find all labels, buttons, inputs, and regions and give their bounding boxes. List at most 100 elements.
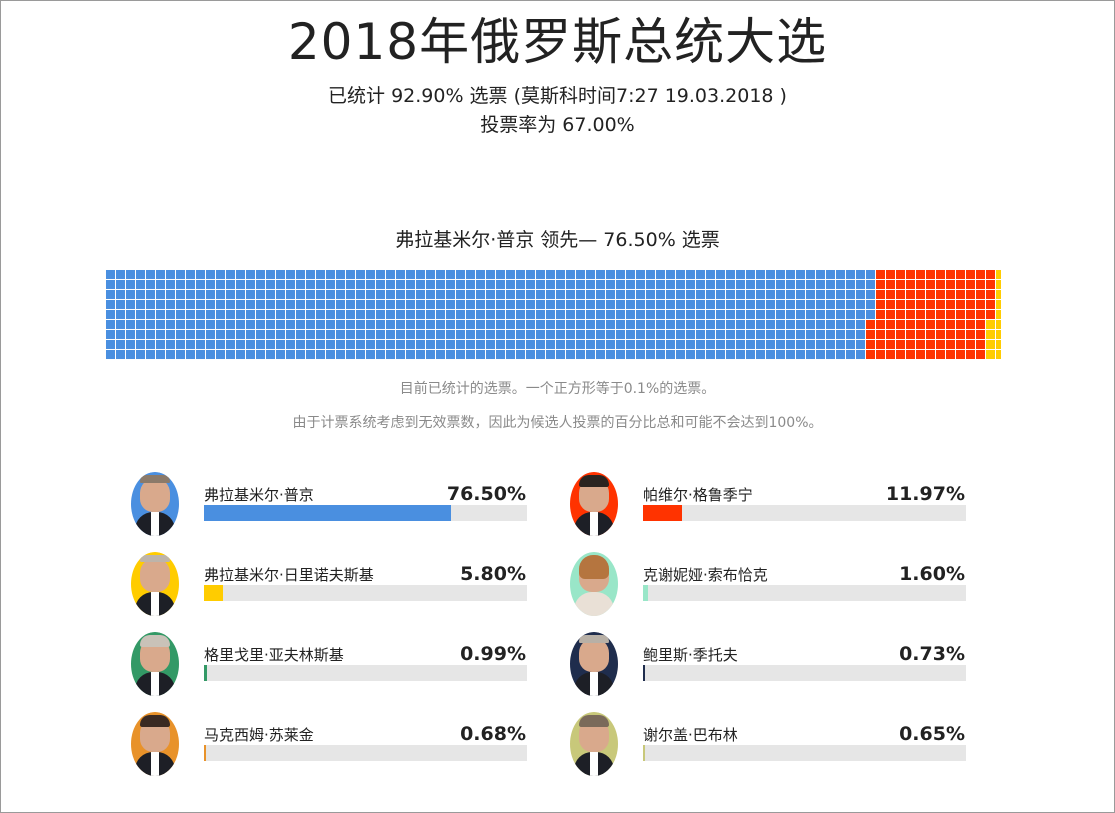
waffle-square (836, 320, 845, 329)
waffle-square (786, 310, 795, 319)
waffle-square (636, 290, 645, 299)
waffle-square (776, 320, 785, 329)
waffle-square (976, 270, 985, 279)
waffle-square (716, 310, 725, 319)
waffle-square (936, 300, 945, 309)
candidate-bar-fill (643, 505, 682, 521)
waffle-square (906, 290, 915, 299)
waffle-square (956, 320, 965, 329)
waffle-square (506, 290, 515, 299)
waffle-square (646, 280, 655, 289)
waffle-square (226, 310, 235, 319)
waffle-square (866, 300, 875, 309)
waffle-square (556, 280, 565, 289)
waffle-square (416, 280, 425, 289)
waffle-square (756, 330, 765, 339)
waffle-square (226, 270, 235, 279)
candidate-bar-fill (204, 505, 451, 521)
waffle-square (796, 280, 805, 289)
waffle-square (366, 340, 375, 349)
waffle-square (816, 340, 825, 349)
waffle-square (706, 350, 715, 359)
waffle-square (276, 310, 285, 319)
waffle-square (346, 300, 355, 309)
waffle-square (956, 340, 965, 349)
waffle-square (226, 330, 235, 339)
waffle-square (666, 290, 675, 299)
candidate-bar-fill (643, 745, 645, 761)
waffle-square (666, 350, 675, 359)
waffle-square (776, 350, 785, 359)
waffle-square (616, 340, 625, 349)
waffle-square (756, 290, 765, 299)
candidate-bar-track (643, 745, 966, 761)
waffle-square (796, 270, 805, 279)
waffle-square (526, 340, 535, 349)
waffle-square (476, 280, 485, 289)
waffle-square (986, 290, 995, 299)
waffle-square (166, 310, 175, 319)
waffle-square (396, 290, 405, 299)
waffle-square (986, 310, 995, 319)
waffle-square (286, 340, 295, 349)
waffle-square (876, 300, 885, 309)
waffle-square (476, 350, 485, 359)
waffle-square (696, 310, 705, 319)
waffle-square (976, 320, 985, 329)
waffle-square (326, 280, 335, 289)
waffle-square (716, 280, 725, 289)
waffle-square (846, 310, 855, 319)
candidate-name: 帕维尔·格鲁季宁 (643, 486, 753, 504)
waffle-square (116, 330, 125, 339)
waffle-square (966, 340, 975, 349)
waffle-square (276, 290, 285, 299)
waffle-square (316, 300, 325, 309)
waffle-square (446, 310, 455, 319)
waffle-square (416, 270, 425, 279)
waffle-square (216, 290, 225, 299)
waffle-square (456, 270, 465, 279)
waffle-square (236, 330, 245, 339)
waffle-square (206, 350, 215, 359)
waffle-square (296, 280, 305, 289)
waffle-square (156, 290, 165, 299)
waffle-square (396, 310, 405, 319)
waffle-square (226, 350, 235, 359)
waffle-square (846, 350, 855, 359)
waffle-square (656, 290, 665, 299)
waffle-square (386, 330, 395, 339)
waffle-square (626, 270, 635, 279)
waffle-square (936, 320, 945, 329)
waffle-square (786, 300, 795, 309)
waffle-square (746, 330, 755, 339)
candidate-photo (570, 632, 618, 696)
waffle-square (706, 300, 715, 309)
waffle-square (946, 310, 955, 319)
waffle-square (176, 350, 185, 359)
waffle-square (276, 320, 285, 329)
waffle-square (696, 320, 705, 329)
waffle-square (906, 340, 915, 349)
waffle-square (686, 290, 695, 299)
waffle-square (716, 340, 725, 349)
waffle-square (926, 350, 935, 359)
waffle-square (316, 270, 325, 279)
waffle-square (736, 310, 745, 319)
waffle-square (626, 350, 635, 359)
waffle-square (676, 290, 685, 299)
waffle-square (446, 330, 455, 339)
waffle-square (586, 270, 595, 279)
waffle-square (716, 320, 725, 329)
waffle-square (886, 280, 895, 289)
waffle-square (266, 320, 275, 329)
waffle-square (196, 330, 205, 339)
candidate-row: 克谢妮娅·索布恰克 1.60% (570, 551, 970, 617)
waffle-square (746, 310, 755, 319)
waffle-square (666, 270, 675, 279)
waffle-square (836, 350, 845, 359)
waffle-square (386, 350, 395, 359)
waffle-square (786, 330, 795, 339)
waffle-square (656, 350, 665, 359)
waffle-square (296, 320, 305, 329)
waffle-square (756, 310, 765, 319)
